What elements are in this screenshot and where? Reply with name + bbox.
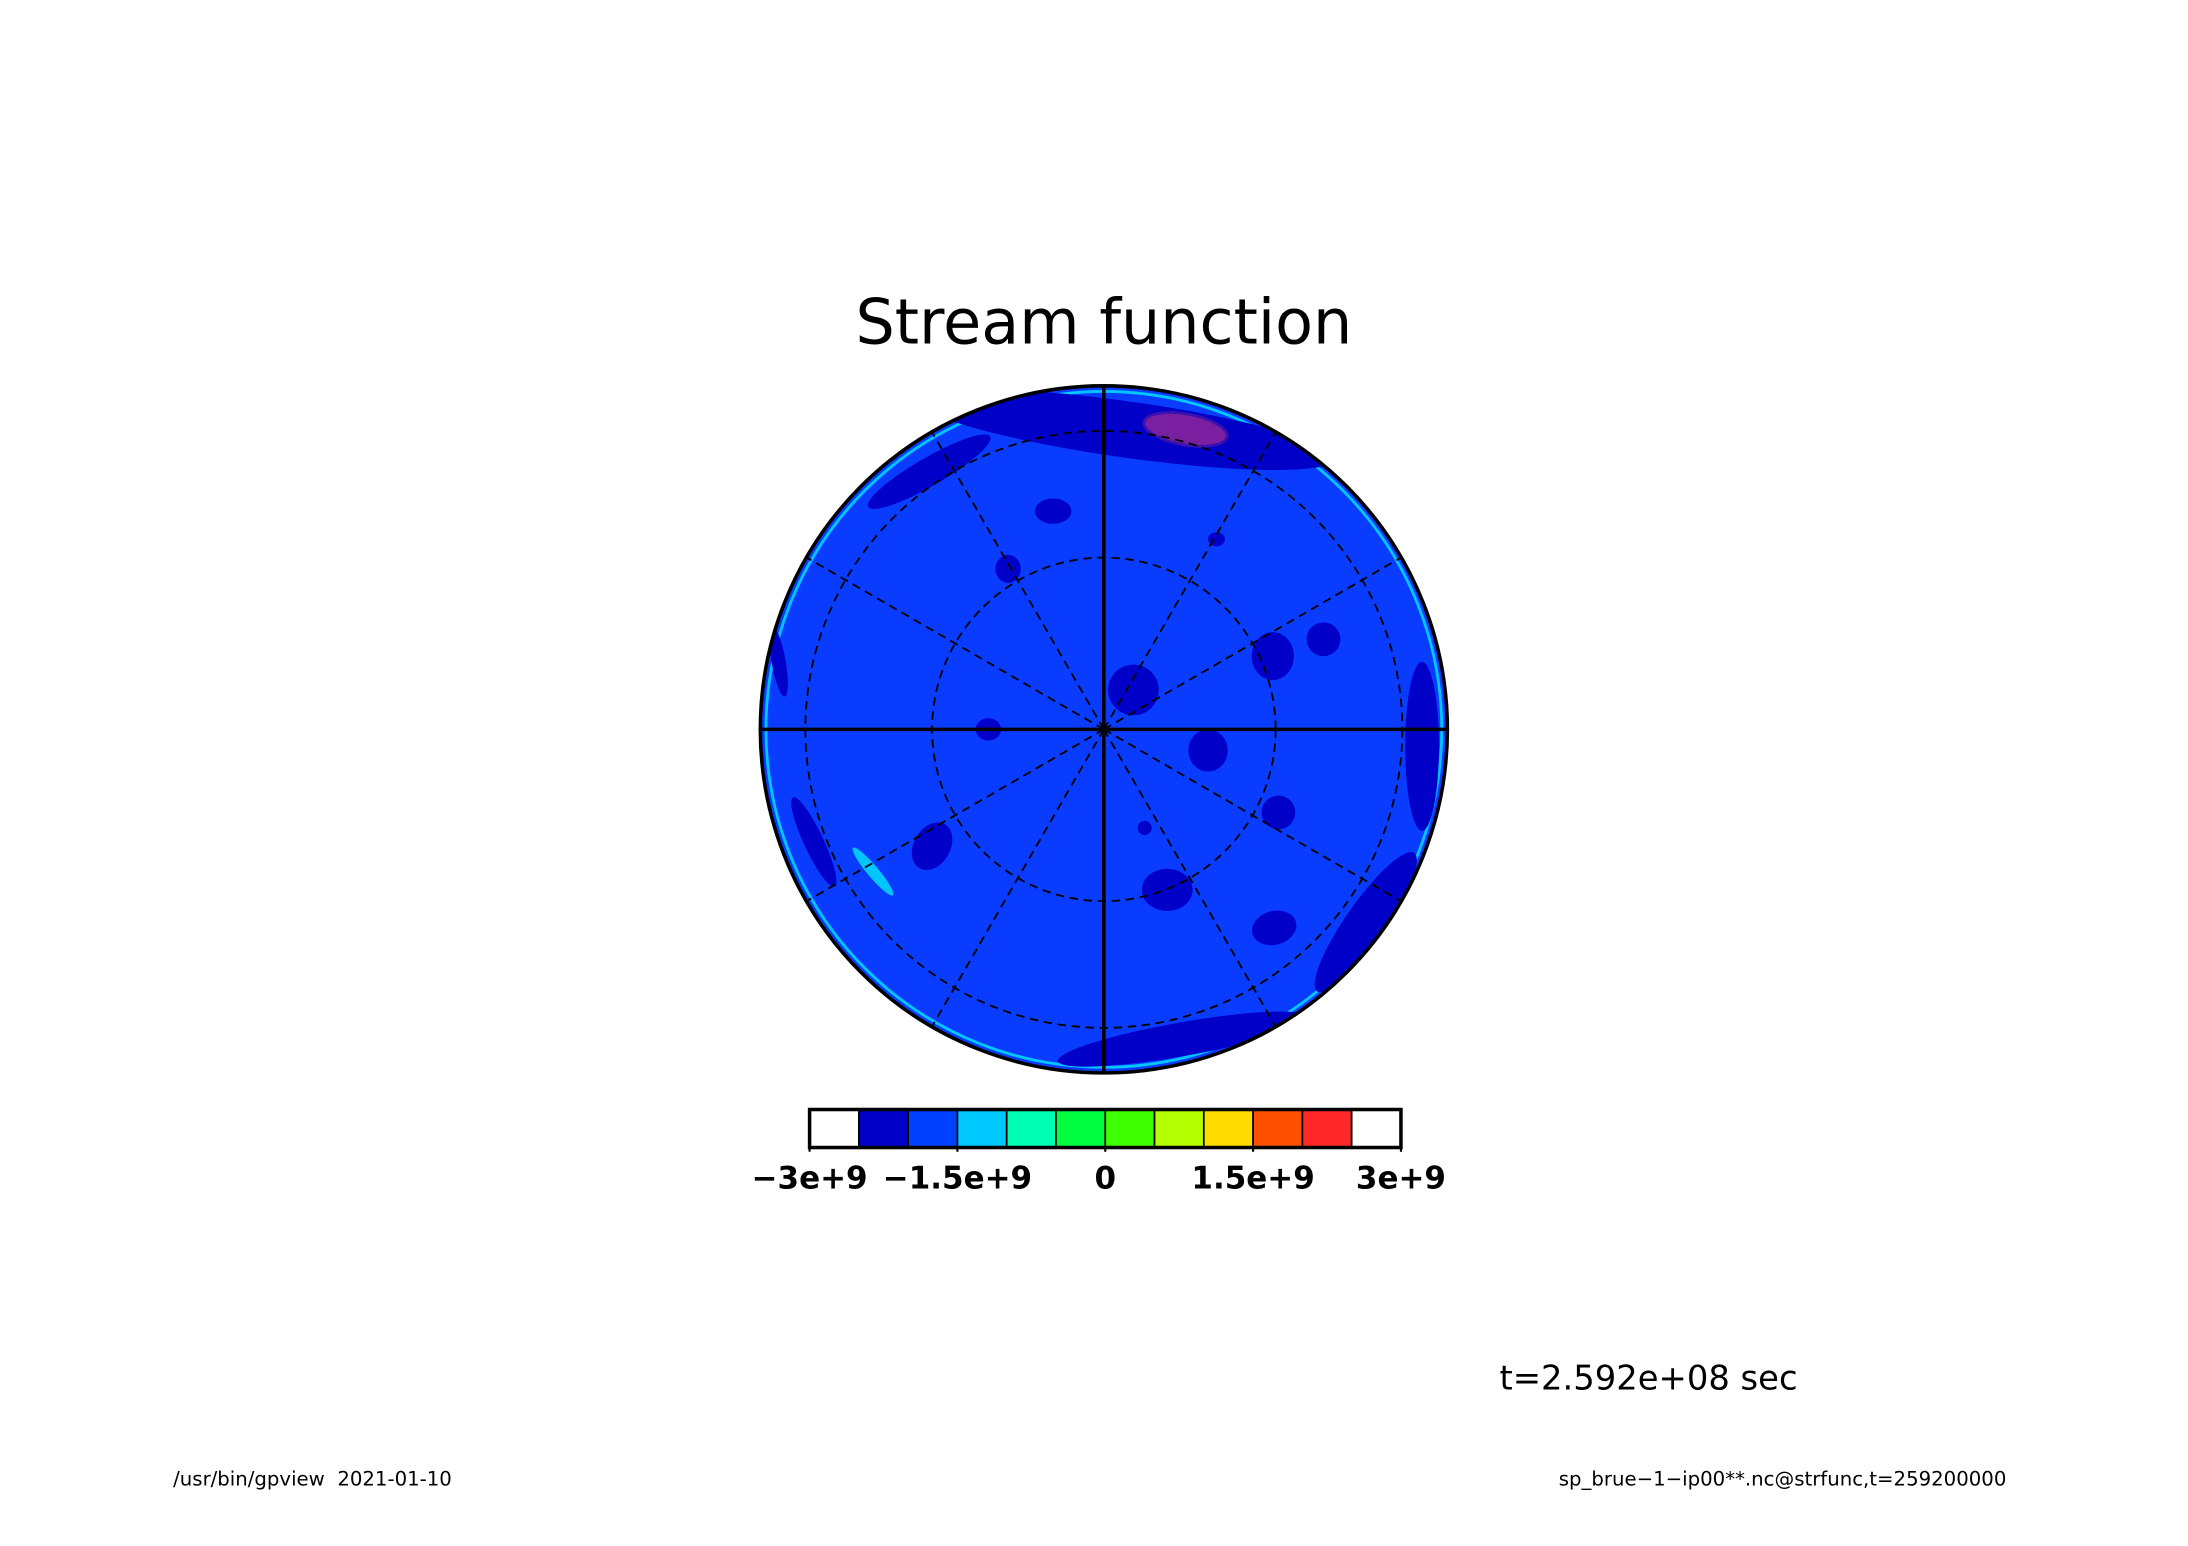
meridian [806,556,1105,731]
meridian [1103,431,1277,730]
map [758,384,1450,1075]
map-border [758,384,1450,1075]
colorbar-bin [1104,1108,1156,1149]
colorbar-bin [1153,1108,1205,1149]
contours [764,388,1444,1069]
contour [1137,820,1152,835]
contour [1057,1011,1308,1067]
colorbar-bin [907,1108,959,1149]
contour [1251,632,1294,681]
contour [1252,910,1297,946]
colorbar-bin [1055,1108,1107,1149]
footer-right: sp_brue−1−ip00**.nc@strfunc,t=259200000 [1559,1467,2007,1490]
contour [791,797,837,887]
footer-left: /usr/bin/gpview 2021-01-10 [173,1467,452,1490]
colorbar-bin [956,1108,1008,1149]
contour [1108,664,1159,716]
colorbar-bin [1252,1108,1304,1149]
contour [911,822,953,870]
meridian [931,431,1105,730]
colorbar-bin [1350,1108,1402,1149]
contour [1188,729,1228,772]
colorbar-tick-label: 1.5e+9 [1191,1160,1314,1196]
contour [917,388,1336,470]
colorbar-bin [858,1108,909,1149]
contour [1314,852,1417,993]
colorbar-tick-label: −1.5e+9 [883,1160,1032,1196]
contour [1034,498,1072,524]
colorbar-tick-label: 0 [1094,1160,1116,1196]
contour [1405,661,1439,831]
contour [867,434,991,509]
contour [1306,622,1341,657]
colorbar-bin [808,1108,860,1149]
meridian [1103,728,1402,902]
colorbar-tick-label: −3e+9 [752,1160,868,1196]
colorbar-bin [1202,1108,1254,1149]
contour [769,627,788,697]
annotation: t=2.592e+08 sec [1499,1358,1797,1397]
contour [995,554,1021,583]
meridian [1103,728,1277,1027]
colorbar: −3e+9 −1.5e+9 0 1.5e+9 3e+9 [752,1107,1446,1196]
contour [1261,795,1296,830]
meridian [1103,556,1402,731]
colorbar-bin [1301,1108,1353,1149]
frame [758,384,1450,1075]
contour [852,847,894,896]
colorbar-tick-label: 3e+9 [1356,1160,1446,1196]
meridian [931,728,1105,1027]
colorbar-bin [1005,1108,1057,1149]
meridian [806,728,1105,902]
chart-title: Stream function [855,286,1352,359]
